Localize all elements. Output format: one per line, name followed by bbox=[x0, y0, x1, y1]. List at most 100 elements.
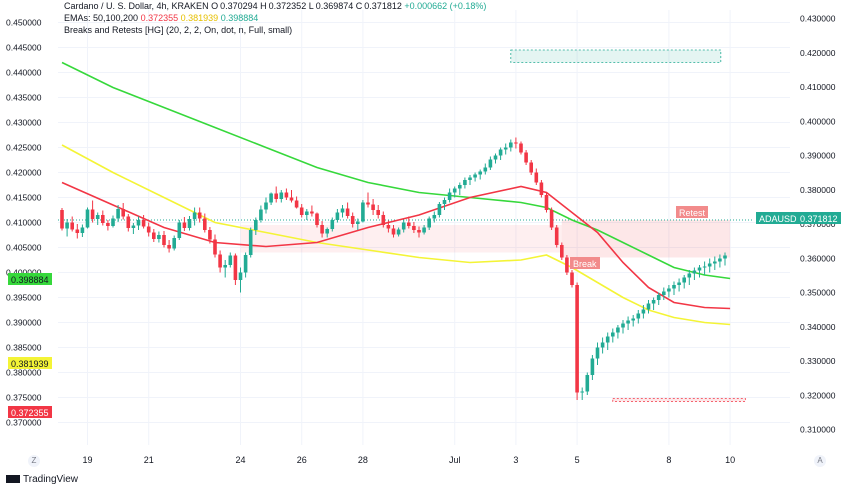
left-axis-tick: 0.430000 bbox=[6, 118, 42, 128]
candle-body bbox=[386, 225, 391, 229]
candle-body bbox=[95, 215, 100, 219]
right-axis-tick: 0.370000 bbox=[800, 219, 836, 229]
left-axis-tick: 0.435000 bbox=[6, 93, 42, 103]
auto-scale-button[interactable]: A bbox=[814, 455, 826, 467]
candle-body bbox=[560, 245, 564, 258]
candle-body bbox=[269, 193, 273, 203]
candle-body bbox=[356, 221, 360, 224]
candle-body bbox=[310, 211, 314, 214]
candle-body bbox=[611, 332, 615, 337]
brand-name: TradingView bbox=[23, 474, 79, 485]
left-axis-tick: 0.390000 bbox=[6, 318, 42, 328]
ema-200-value: 0.398884 bbox=[220, 13, 259, 23]
retest-label: Retest bbox=[676, 206, 709, 218]
candle-body bbox=[60, 210, 64, 229]
candle-body bbox=[330, 220, 335, 229]
break-zone bbox=[240, 225, 562, 253]
candle-body bbox=[621, 323, 625, 328]
candle-body bbox=[600, 342, 605, 348]
candle-body bbox=[136, 220, 141, 226]
right-axis-tick: 0.350000 bbox=[800, 288, 836, 298]
candle-body bbox=[514, 142, 518, 144]
x-axis-tick: 19 bbox=[82, 455, 92, 465]
symbol-tag: ADAUSD bbox=[756, 212, 800, 224]
candle-body bbox=[203, 218, 207, 230]
candle-body bbox=[187, 219, 192, 228]
candle-body bbox=[248, 230, 253, 255]
ohlc-low-label: L bbox=[308, 1, 314, 11]
candle-body bbox=[493, 155, 498, 160]
zoom-left-button[interactable]: Z bbox=[28, 455, 40, 467]
candle-body bbox=[131, 225, 136, 228]
x-axis-tick: 21 bbox=[144, 455, 154, 465]
candle-body bbox=[213, 239, 217, 255]
left-ema50-tag: 0.372355 bbox=[8, 406, 52, 418]
left-axis-tick: 0.440000 bbox=[6, 68, 42, 78]
candle-body bbox=[605, 336, 610, 343]
candle-body bbox=[350, 216, 355, 224]
candle-body bbox=[417, 230, 421, 233]
candle-body bbox=[146, 226, 151, 233]
candle-body bbox=[376, 210, 380, 215]
ohlc-close-label: C bbox=[355, 1, 363, 11]
candle-body bbox=[233, 255, 238, 280]
right-axis-tick: 0.310000 bbox=[800, 425, 836, 435]
candle-body bbox=[672, 285, 676, 289]
candle-body bbox=[651, 300, 656, 304]
ohlc-low: 0.369874 bbox=[315, 1, 354, 11]
candle-body bbox=[529, 162, 533, 173]
candle-body bbox=[554, 227, 559, 245]
candle-body bbox=[335, 212, 340, 220]
ohlc-high-label: H bbox=[260, 1, 267, 11]
candle-body bbox=[631, 318, 635, 321]
x-axis-tick: Jul bbox=[449, 455, 461, 465]
candle-body bbox=[585, 375, 590, 392]
right-axis-tick: 0.430000 bbox=[800, 14, 836, 24]
candle-body bbox=[340, 208, 345, 213]
candle-body bbox=[126, 216, 131, 228]
right-price-tag: 0.371812 bbox=[797, 212, 841, 224]
ohlc-close: 0.371812 bbox=[364, 1, 402, 11]
candle-body bbox=[707, 263, 712, 267]
candle-body bbox=[85, 209, 90, 228]
left-axis-tick: 0.395000 bbox=[6, 293, 42, 303]
left-axis-tick: 0.405000 bbox=[6, 243, 42, 253]
candle-body bbox=[503, 147, 508, 150]
candle-body bbox=[432, 215, 437, 219]
candle-body bbox=[452, 188, 457, 193]
candle-body bbox=[468, 177, 472, 180]
candle-body bbox=[116, 209, 120, 219]
candle-body bbox=[208, 230, 212, 240]
right-axis-tick: 0.400000 bbox=[800, 116, 836, 126]
left-axis-tick: 0.420000 bbox=[6, 168, 42, 178]
candle-body bbox=[667, 288, 671, 292]
candle-body bbox=[697, 267, 702, 271]
left-axis-tick: 0.400000 bbox=[6, 268, 42, 278]
support-zone-bottom bbox=[612, 398, 746, 402]
candle-body bbox=[238, 272, 243, 280]
candle-body bbox=[223, 265, 227, 268]
candle-body bbox=[299, 207, 304, 215]
x-axis-tick: 28 bbox=[358, 455, 368, 465]
candle-body bbox=[498, 149, 503, 156]
candle-body bbox=[65, 222, 69, 229]
candle-body bbox=[692, 270, 697, 274]
left-axis-tick: 0.425000 bbox=[6, 143, 42, 153]
candle-body bbox=[463, 180, 467, 185]
candle-body bbox=[371, 204, 375, 210]
ema-200-line bbox=[61, 61, 731, 280]
candle-body bbox=[713, 261, 717, 264]
candle-body bbox=[305, 211, 309, 215]
x-axis-tick: 5 bbox=[575, 455, 580, 465]
candle-body bbox=[177, 222, 182, 238]
candle-body bbox=[565, 257, 569, 273]
candle-body bbox=[570, 272, 574, 285]
candle-body bbox=[345, 208, 350, 216]
tradingview-logo-icon bbox=[6, 475, 20, 484]
candle-body bbox=[401, 222, 406, 230]
candle-body bbox=[381, 215, 386, 225]
candle-body bbox=[243, 255, 248, 273]
breaks-retests-legend: Breaks and Retests [HG] (20, 2, 2, On, d… bbox=[64, 25, 293, 35]
right-axis-tick: 0.330000 bbox=[800, 356, 836, 366]
